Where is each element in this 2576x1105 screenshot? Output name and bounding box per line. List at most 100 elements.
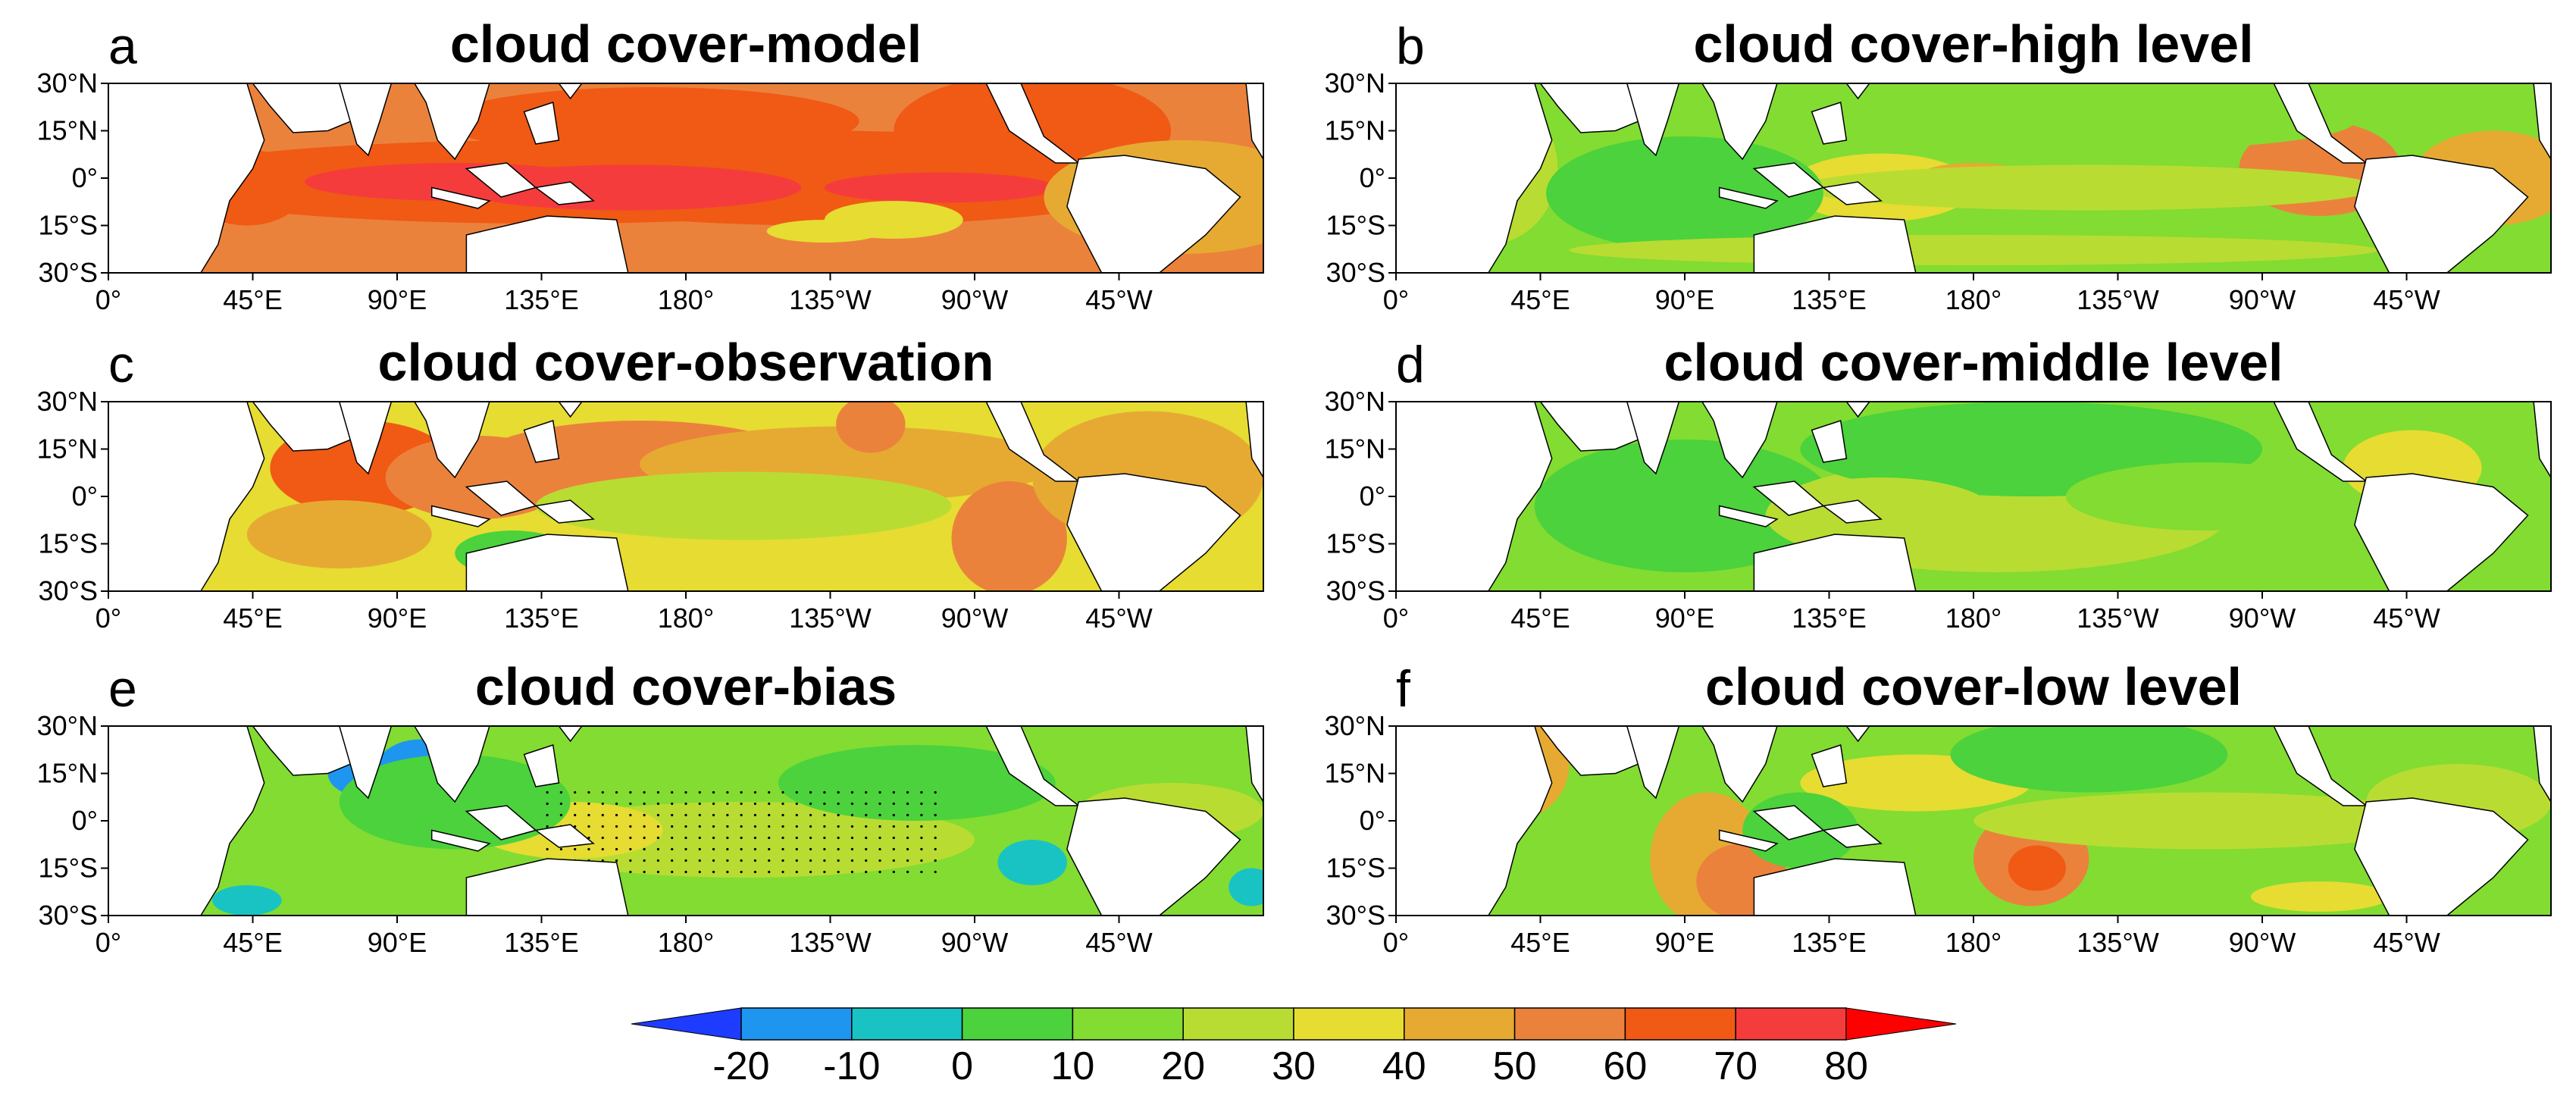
land-mass <box>558 402 583 418</box>
lon-tick-label: 45°E <box>1510 927 1570 958</box>
colorbar-label: -20 <box>712 1044 769 1088</box>
lat-tick-label: 0° <box>72 481 98 512</box>
stipple-dot <box>587 825 590 828</box>
stipple-dot <box>920 813 923 817</box>
land-mass <box>1539 83 1639 133</box>
stipple-dot <box>878 847 881 851</box>
field-region <box>1765 477 1997 553</box>
colorbar-label: 70 <box>1714 1044 1758 1088</box>
stipple-dot <box>671 813 674 817</box>
stipple-dot <box>643 847 646 851</box>
stipple-dot <box>712 813 715 817</box>
land-mass <box>1066 473 1241 591</box>
stipple-dot <box>601 825 604 828</box>
land-mass <box>1066 155 1241 273</box>
panel-title: cloud cover-observation <box>378 333 994 392</box>
stipple-dot <box>906 847 909 851</box>
stipple-dot <box>906 802 909 806</box>
lat-tick-label: 15°N <box>1325 434 1385 465</box>
panel-letter: e <box>108 660 137 718</box>
lon-tick-label: 45°E <box>223 284 282 315</box>
lon-tick-label: 180° <box>1945 284 2002 315</box>
lon-tick-label: 135°W <box>2077 927 2158 958</box>
stipple-dot <box>574 790 577 794</box>
land-mass <box>1718 829 1779 852</box>
stipple-dot <box>795 790 798 794</box>
land-mass <box>558 726 583 743</box>
stipple-dot <box>643 859 646 862</box>
lat-tick-label: 30°S <box>1326 575 1385 606</box>
lat-tick-label: 30°S <box>39 900 98 931</box>
stipple-dot <box>892 825 895 828</box>
stipple-dot <box>865 847 868 851</box>
stipple-dot <box>726 825 729 828</box>
stipple-dot <box>920 825 923 828</box>
stipple-dot <box>934 802 937 806</box>
stipple-dot <box>601 836 604 840</box>
stipple-dot <box>837 813 840 817</box>
land-mass <box>2354 155 2529 273</box>
land-mass <box>1753 858 1917 916</box>
stipple-dot <box>837 790 840 794</box>
field-region <box>2008 845 2066 891</box>
land-mass <box>534 499 595 524</box>
stipple-dot <box>601 847 604 851</box>
stipple-dot <box>823 870 826 874</box>
stipple-dot <box>574 847 577 851</box>
lon-tick-label: 135°E <box>504 284 578 315</box>
stipple-dot <box>865 825 868 828</box>
land-mass <box>1811 420 1848 463</box>
field-region <box>1229 868 1263 906</box>
stipple-dot <box>795 870 798 874</box>
stipple-dot <box>823 847 826 851</box>
lon-tick-label: 45°E <box>223 927 282 958</box>
lon-tick-label: 0° <box>1383 927 1409 958</box>
lon-tick-label: 90°E <box>1655 284 1714 315</box>
colorbar-label: 0 <box>951 1044 973 1088</box>
lat-tick-label: 0° <box>72 162 98 193</box>
land-mass <box>1701 83 1778 161</box>
stipple-dot <box>698 813 701 817</box>
stipple-dot <box>823 825 826 828</box>
lat-tick-label: 15°S <box>39 853 98 884</box>
stipple-dot <box>698 859 701 862</box>
stipple-dot <box>629 836 632 840</box>
lat-tick-label: 30°N <box>37 67 98 99</box>
stipple-dot <box>712 825 715 828</box>
stipple-dot <box>615 825 618 828</box>
stipple-dot <box>795 847 798 851</box>
stipple-dot <box>781 802 784 806</box>
panel-letter: b <box>1396 17 1425 75</box>
stipple-dot <box>823 836 826 840</box>
map-field-c <box>108 402 1263 591</box>
land-mass <box>252 83 352 133</box>
stipple-dot <box>809 847 812 851</box>
land-mass <box>1066 797 1241 916</box>
stipple-dot <box>559 790 563 794</box>
stipple-dot <box>850 825 854 828</box>
stipple-dot <box>934 813 937 817</box>
stipple-dot <box>850 847 854 851</box>
stipple-dot <box>809 790 812 794</box>
lon-tick-label: 45°W <box>2373 284 2440 315</box>
stipple-dot <box>892 859 895 862</box>
stipple-dot <box>587 802 590 806</box>
lon-tick-label: 90°W <box>941 927 1008 958</box>
stipple-dot <box>698 802 701 806</box>
stipple-dot <box>726 790 729 794</box>
land-mass <box>1245 726 1263 803</box>
stipple-dot <box>920 859 923 862</box>
lon-tick-label: 180° <box>1945 603 2002 634</box>
stipple-dot <box>878 870 881 874</box>
lat-tick-label: 15°S <box>1326 210 1385 241</box>
stipple-dot <box>823 802 826 806</box>
lon-tick-label: 135°E <box>1792 603 1866 634</box>
land-mass <box>534 181 595 205</box>
stipple-dot <box>753 870 757 874</box>
stipple-dot <box>753 825 757 828</box>
lat-tick-label: 30°S <box>39 575 98 606</box>
stipple-dot <box>837 836 840 840</box>
field-region <box>455 164 802 211</box>
lat-tick-label: 15°N <box>1325 115 1385 146</box>
stipple-dot <box>615 790 618 794</box>
